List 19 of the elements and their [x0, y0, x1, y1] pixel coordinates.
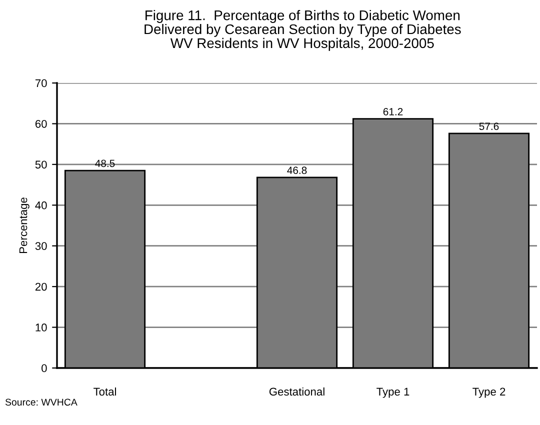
y-tick-label: 30: [35, 242, 47, 250]
chart-title: Figure 11. Percentage of Births to Diabetic Women Delivered by Cesarean Section by Type of Diabetes WV Residents in WV Hospitals, 2000-2005: [144, 10, 461, 51]
y-axis-title: Percentage: [19, 198, 30, 253]
data-label: 61.2: [383, 108, 403, 116]
data-label: 48.5: [95, 160, 115, 168]
y-tick-label: 0: [42, 364, 47, 372]
y-tick-label: 70: [35, 79, 47, 88]
x-tick-label: Total: [94, 387, 116, 396]
y-tick-label: 60: [35, 120, 47, 128]
y-tick-label: 10: [36, 324, 47, 332]
y-tick-label: 20: [35, 282, 47, 291]
x-tick-label: Gestational: [269, 387, 324, 396]
data-label: 57.6: [479, 122, 499, 130]
y-tick-label: 40: [35, 201, 47, 210]
x-tick-label: Type 2: [472, 388, 506, 398]
data-label: 46.8: [287, 166, 307, 174]
y-tick-label: 50: [35, 160, 47, 169]
x-tick-label: Type 1: [376, 388, 410, 398]
source-note: Source: WVHCA: [5, 398, 78, 406]
